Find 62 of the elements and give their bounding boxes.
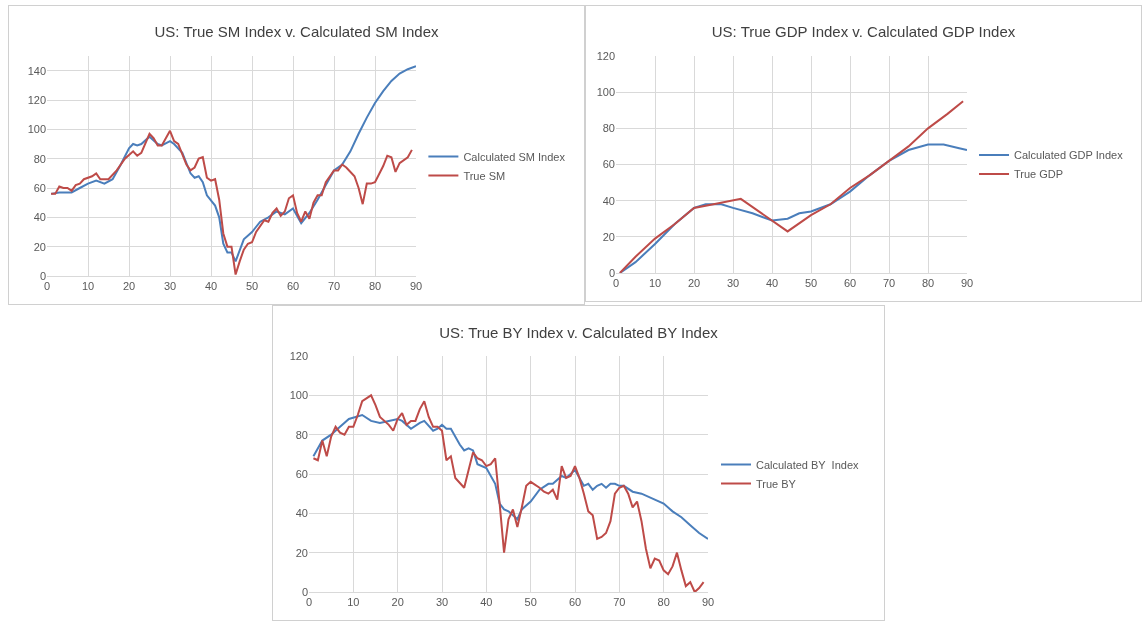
- x-tick-label: 30: [435, 596, 449, 609]
- x-tick-label: 70: [327, 280, 341, 293]
- x-tick-label: 90: [409, 280, 423, 293]
- x-tick-label: 80: [921, 277, 935, 290]
- legend-label: True SM: [463, 169, 506, 182]
- y-tick-label: 20: [602, 230, 615, 243]
- x-tick-label: 80: [657, 596, 670, 609]
- y-tick-label: 120: [27, 93, 46, 106]
- x-tick-label: 80: [368, 280, 382, 293]
- x-tick-label: 50: [804, 277, 818, 290]
- y-tick-label: 140: [27, 64, 46, 77]
- x-tick-label: 90: [960, 277, 974, 290]
- line-series: [312, 394, 705, 592]
- x-tick-label: 50: [524, 596, 537, 609]
- y-tick-label: 60: [602, 158, 615, 171]
- line-series: [50, 129, 413, 276]
- y-tick-label: 60: [33, 181, 46, 194]
- legend-label: Calculated SM Index: [463, 150, 566, 163]
- line-series: [50, 65, 416, 263]
- x-tick-label: 30: [163, 280, 177, 293]
- y-tick-label: 60: [295, 467, 308, 480]
- x-tick-label: 20: [391, 596, 404, 609]
- y-tick-label: 0: [39, 269, 46, 282]
- line-series: [312, 414, 708, 540]
- legend-label: True BY: [755, 477, 797, 490]
- chart-title: US: True BY Index v. Calculated BY Index: [439, 324, 719, 342]
- x-tick-label: 10: [347, 596, 360, 609]
- x-tick-label: 40: [480, 596, 493, 609]
- x-tick-label: 40: [204, 280, 218, 293]
- y-tick-label: 100: [596, 86, 615, 99]
- x-tick-label: 20: [687, 277, 701, 290]
- y-tick-label: 20: [295, 546, 308, 559]
- y-tick-label: 120: [289, 349, 308, 362]
- x-tick-label: 40: [765, 277, 779, 290]
- y-tick-label: 100: [27, 123, 46, 136]
- legend-label: Calculated BY Index: [755, 458, 860, 471]
- y-tick-label: 40: [295, 507, 308, 520]
- legend-label: Calculated GDP Index: [1014, 149, 1124, 162]
- y-tick-label: 80: [602, 122, 615, 135]
- chart-title: US: True SM Index v. Calculated SM Index: [154, 23, 439, 41]
- y-tick-label: 0: [608, 266, 615, 279]
- y-tick-label: 20: [33, 240, 46, 253]
- y-tick-label: 40: [602, 194, 615, 207]
- y-tick-label: 120: [596, 49, 615, 62]
- y-tick-label: 80: [295, 428, 308, 441]
- y-tick-label: 80: [33, 152, 46, 165]
- x-tick-label: 10: [81, 280, 95, 293]
- x-tick-label: 60: [568, 596, 582, 609]
- x-tick-label: 70: [882, 277, 896, 290]
- y-tick-label: 100: [289, 389, 308, 402]
- x-tick-label: 70: [613, 596, 626, 609]
- x-tick-label: 90: [701, 596, 715, 609]
- y-tick-label: 40: [33, 211, 46, 224]
- x-tick-label: 50: [245, 280, 259, 293]
- line-series: [618, 100, 965, 273]
- x-tick-label: 10: [648, 277, 662, 290]
- chart-title: US: True GDP Index v. Calculated GDP Index: [711, 23, 1016, 41]
- y-tick-label: 0: [301, 585, 308, 598]
- x-tick-label: 30: [726, 277, 740, 290]
- x-tick-label: 20: [122, 280, 136, 293]
- x-tick-label: 60: [843, 277, 857, 290]
- legend-label: True GDP: [1014, 168, 1064, 181]
